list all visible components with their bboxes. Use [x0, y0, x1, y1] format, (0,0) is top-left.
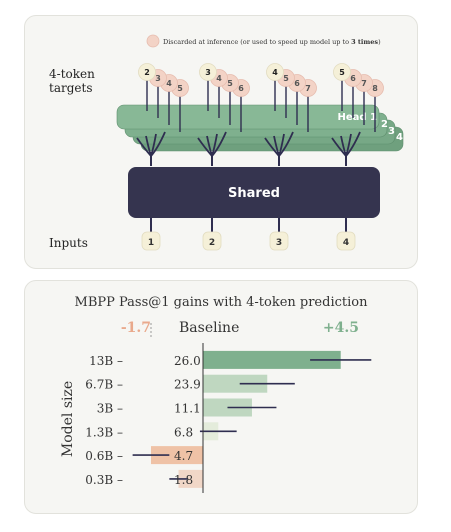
target-token-label: 4: [272, 68, 278, 77]
tick-label-6.7B: 6.7B –: [85, 378, 123, 392]
head-1-label: Head 1: [338, 112, 378, 123]
input-token-label: 3: [276, 238, 282, 248]
target-token-label: 6: [238, 84, 244, 93]
baseline-label: Baseline: [179, 320, 239, 336]
discarded-note: Discarded at inference (or used to speed…: [163, 38, 381, 46]
targets-label-line-2: targets: [49, 81, 92, 95]
branch-wire: [345, 131, 361, 157]
y-axis-label: Model size: [60, 381, 76, 457]
chart-layer: 13B – 26.0 6.7B – 23.9 3B – 11.1 1.3B – 6.8 0.6B…: [85, 323, 372, 493]
target-token-label: 5: [227, 79, 233, 88]
target-token-label: 6: [350, 74, 356, 83]
target-token-label: 2: [144, 68, 150, 77]
tick-label-1.3B: 1.3B –: [85, 425, 123, 439]
baseline-value-6.7B: 23.9: [174, 378, 201, 392]
input-token-4: [336, 231, 356, 251]
tick-label-0.6B: 0.6B –: [85, 449, 123, 463]
target-token-label: 5: [283, 74, 289, 83]
baseline-value-0.6B: 4.7: [174, 449, 193, 463]
mbpp-gains-chart: MBPP Pass@1 gains with 4-token predictio…: [60, 295, 372, 493]
input-token-label: 4: [343, 238, 349, 248]
architecture-diagram: Discarded at inference (or used to speed…: [49, 34, 404, 251]
right-extreme-label: +4.5: [323, 320, 359, 336]
bar-0.3B: [178, 469, 203, 488]
head-3-label: 3: [388, 126, 395, 137]
discarded-token-legend-icon: [146, 34, 160, 48]
inputs-label: Inputs: [49, 236, 88, 250]
target-token-label: 8: [372, 84, 378, 93]
target-token-label: 6: [294, 79, 300, 88]
target-token-label: 3: [155, 74, 161, 83]
targets-label-line-1: 4-token: [49, 67, 95, 81]
target-token-label: 4: [216, 74, 222, 83]
bar-13B: [203, 350, 341, 369]
target-token-label: 7: [361, 79, 367, 88]
branch-wire: [150, 131, 166, 157]
tick-label-0.3B: 0.3B –: [85, 473, 123, 487]
tick-label-13B: 13B –: [89, 354, 123, 368]
target-token-label: 5: [339, 68, 345, 77]
baseline-value-1.3B: 6.8: [174, 425, 193, 439]
architecture-diagram-panel: Discarded at inference (or used to speed…: [24, 15, 418, 269]
target-token-label: 4: [166, 79, 172, 88]
input-token-3: [269, 231, 289, 251]
bar-0.6B: [150, 446, 203, 465]
target-token-label: 7: [305, 84, 311, 93]
baseline-value-3B: 11.1: [174, 402, 201, 416]
target-token-2: [138, 63, 156, 81]
bar-6.7B: [203, 374, 268, 393]
head-4-label: 4: [396, 132, 403, 143]
input-token-2: [202, 231, 222, 251]
tick-label-3B: 3B –: [97, 402, 123, 416]
baseline-value-0.3B: 1.8: [174, 473, 193, 487]
branch-wire: [278, 131, 294, 157]
shared-label: Shared: [228, 186, 280, 201]
target-token-5: [333, 63, 351, 81]
chart-title: MBPP Pass@1 gains with 4-token predictio…: [75, 295, 369, 310]
head-layer-1: [116, 104, 380, 130]
target-token-label: 5: [177, 84, 183, 93]
target-token-label: 3: [205, 68, 211, 77]
mbpp-chart-panel: MBPP Pass@1 gains with 4-token predictio…: [24, 280, 418, 514]
input-token-label: 2: [209, 238, 215, 248]
baseline-value-13B: 26.0: [174, 354, 201, 368]
branch-wire: [211, 131, 227, 157]
target-token-3: [199, 63, 217, 81]
left-extreme-label: -1.7: [121, 320, 151, 336]
head-2-label: 2: [381, 119, 388, 130]
target-token-4: [266, 63, 284, 81]
input-token-1: [141, 231, 161, 251]
input-token-label: 1: [148, 238, 154, 248]
shared-block: [128, 167, 380, 218]
